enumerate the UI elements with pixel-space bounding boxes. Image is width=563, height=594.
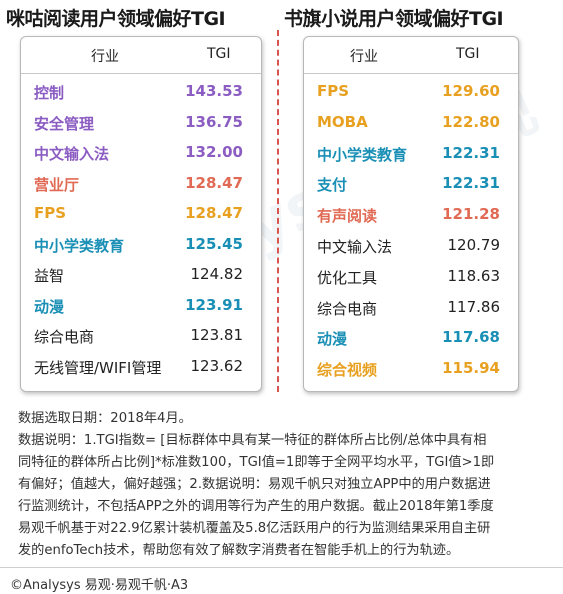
industry-label: 中文输入法 bbox=[317, 237, 393, 256]
tgi-value: 117.68 bbox=[442, 328, 500, 347]
table-row: 优化工具 118.63 bbox=[304, 262, 518, 293]
table-row: 中文输入法 120.79 bbox=[304, 231, 518, 262]
column-header-industry: 行业 bbox=[91, 49, 119, 65]
description-line: 数据说明：1.TGI指数= [目标群体中具有某一特征的群体所占比例/总体中具有相 bbox=[18, 433, 487, 448]
table-row: 有声阅读 121.28 bbox=[304, 200, 518, 231]
table-row: FPS 129.60 bbox=[304, 77, 518, 108]
tgi-value: 123.62 bbox=[190, 356, 244, 375]
table-row: 中小学类教育 122.31 bbox=[304, 139, 518, 170]
tgi-value: 132.00 bbox=[185, 143, 243, 161]
table-row: 无线管理/WIFI管理 123.62 bbox=[21, 352, 261, 383]
table-row: 中文输入法 132.00 bbox=[21, 138, 261, 169]
table-row: FPS 128.47 bbox=[21, 199, 261, 230]
tgi-value: 129.60 bbox=[442, 82, 500, 100]
table-header: 行业 TGI bbox=[21, 37, 261, 74]
footer-divider bbox=[0, 567, 563, 568]
tgi-value: 122.80 bbox=[442, 112, 500, 131]
column-header-tgi: TGI bbox=[456, 46, 480, 62]
tgi-value: 121.28 bbox=[442, 205, 500, 224]
industry-label: 安全管理 bbox=[34, 114, 95, 133]
industry-label: 控制 bbox=[34, 84, 65, 102]
tgi-value: 123.81 bbox=[190, 326, 244, 344]
industry-label: 综合电商 bbox=[317, 299, 378, 318]
column-header-tgi: TGI bbox=[207, 46, 231, 62]
tgi-value: 117.86 bbox=[447, 297, 501, 316]
table-row: 综合电商 123.81 bbox=[21, 321, 261, 352]
industry-label: 中小学类教育 bbox=[317, 145, 408, 164]
footnote: 数据选取日期：2018年4月。 数据说明：1.TGI指数= [目标群体中具有某一… bbox=[18, 408, 548, 562]
description-line: 行监测统计，不包括APP之外的调用等行为产生的用户数据。截止2018年第1季度 bbox=[18, 499, 494, 514]
date-note: 数据选取日期：2018年4月。 bbox=[18, 411, 192, 426]
table-row: 营业厅 128.47 bbox=[21, 169, 261, 200]
description-line: 发的enfoTech技术，帮助您有效了解数字消费者在智能手机上的行为轨迹。 bbox=[18, 543, 460, 558]
table-row: 综合电商 117.86 bbox=[304, 293, 518, 324]
tgi-value: 143.53 bbox=[185, 82, 243, 100]
industry-label: 优化工具 bbox=[317, 268, 378, 287]
description-line: 同特征的群体所占比例]*标准数100，TGI值=1即等于全网平均水平，TGI值>… bbox=[18, 455, 495, 470]
chart-title-shuqi: 书旗小说用户领域偏好TGI bbox=[284, 8, 504, 30]
industry-label: 动漫 bbox=[34, 297, 65, 316]
industry-label: FPS bbox=[34, 204, 67, 222]
industry-label: 营业厅 bbox=[34, 175, 80, 194]
table-row: 动漫 123.91 bbox=[21, 291, 261, 322]
industry-label: 动漫 bbox=[317, 330, 348, 349]
table-shuqi: 行业 TGI FPS 129.60 MOBA 122.80 中小学类教育 122.31 支付… bbox=[303, 36, 519, 392]
tgi-value: 118.63 bbox=[447, 266, 501, 285]
table-row: 控制 143.53 bbox=[21, 77, 261, 108]
tgi-value: 125.45 bbox=[185, 234, 243, 253]
industry-label: MOBA bbox=[317, 112, 368, 131]
description-line: 易观千帆基于对22.9亿累计装机覆盖及5.8亿活跃用户的行为监测结果采用自主研 bbox=[18, 521, 491, 536]
dashed-divider bbox=[277, 30, 279, 392]
industry-label: 支付 bbox=[317, 176, 348, 195]
table-header: 行业 TGI bbox=[304, 37, 518, 74]
tgi-value: 123.91 bbox=[185, 295, 243, 314]
industry-label: 综合视频 bbox=[317, 361, 378, 380]
table-row: 中小学类教育 125.45 bbox=[21, 230, 261, 261]
table-body: FPS 129.60 MOBA 122.80 中小学类教育 122.31 支付 122.31 有… bbox=[304, 77, 518, 385]
industry-label: 有声阅读 bbox=[317, 207, 378, 226]
table-body: 控制 143.53 安全管理 136.75 中文输入法 132.00 营业厅 128.47 FP… bbox=[21, 77, 261, 382]
tgi-value: 115.94 bbox=[442, 359, 500, 378]
copyright: ©Analysys 易观·易观千帆·A3 bbox=[10, 578, 189, 593]
table-row: 安全管理 136.75 bbox=[21, 108, 261, 139]
table-row: 综合视频 115.94 bbox=[304, 354, 518, 385]
industry-label: FPS bbox=[317, 82, 350, 100]
table-row: 支付 122.31 bbox=[304, 169, 518, 200]
industry-label: 中文输入法 bbox=[34, 145, 110, 163]
industry-label: 综合电商 bbox=[34, 328, 95, 346]
tgi-value: 128.47 bbox=[185, 204, 243, 222]
tgi-value: 122.31 bbox=[442, 174, 500, 193]
tgi-value: 124.82 bbox=[190, 265, 244, 283]
description-line: 有偏好；值越大，偏好越强；2.数据说明：易观千帆只对独立APP中的用户数据进 bbox=[18, 477, 491, 492]
column-header-industry: 行业 bbox=[350, 49, 378, 65]
tgi-value: 128.47 bbox=[185, 173, 243, 192]
table-row: 益智 124.82 bbox=[21, 260, 261, 291]
industry-label: 无线管理/WIFI管理 bbox=[34, 358, 162, 377]
table-row: 动漫 117.68 bbox=[304, 323, 518, 354]
industry-label: 中小学类教育 bbox=[34, 236, 125, 255]
table-row: MOBA 122.80 bbox=[304, 108, 518, 139]
industry-label: 益智 bbox=[34, 267, 65, 285]
tgi-value: 136.75 bbox=[185, 112, 243, 131]
tgi-value: 122.31 bbox=[442, 143, 500, 162]
table-migu: 行业 TGI 控制 143.53 安全管理 136.75 中文输入法 132.00 营业厅 1… bbox=[20, 36, 262, 392]
tgi-value: 120.79 bbox=[447, 235, 501, 254]
chart-title-migu: 咪咕阅读用户领域偏好TGI bbox=[6, 8, 226, 30]
